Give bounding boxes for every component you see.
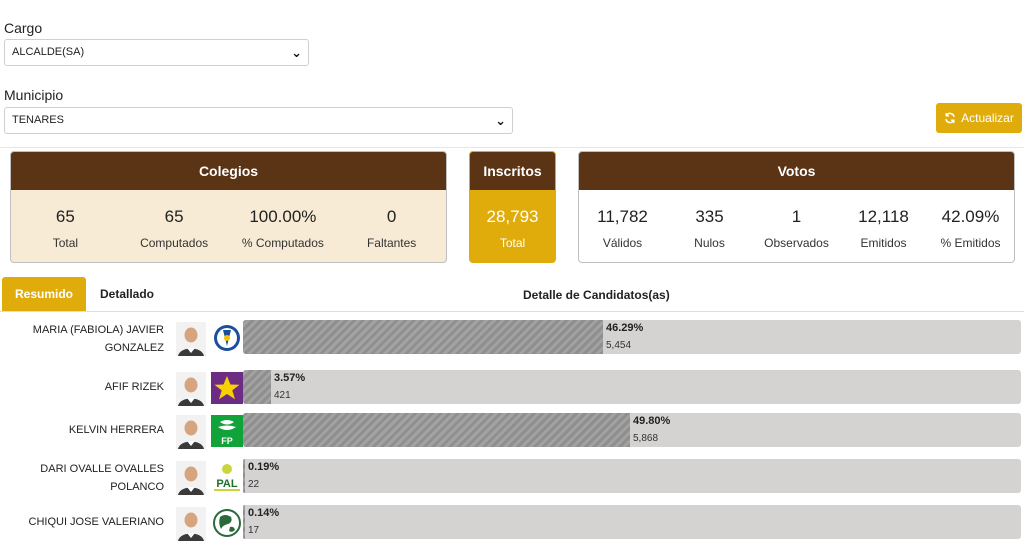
party-logo-icon (211, 322, 243, 354)
votos-title: Votos (579, 152, 1014, 190)
refresh-button[interactable]: Actualizar (936, 103, 1022, 133)
cargo-value: ALCALDE(SA) (12, 46, 85, 58)
colegios-panel: Colegios 65 Total 65 Computados 100.00%% C… (10, 151, 447, 263)
colegios-computados: 65 Computados (140, 207, 209, 250)
vote-percent: 46.29% (606, 322, 644, 334)
votos-pct-emitidos: 42.09%% Emitidos (940, 207, 1001, 250)
votos-panel: Votos 11,782 Válidos 335 Nulos 1 Observados… (578, 151, 1015, 263)
vote-bar-fill (243, 320, 603, 354)
vote-percent: 49.80% (633, 415, 671, 427)
vote-bar-fill (243, 370, 271, 404)
party-logo-icon (211, 372, 243, 404)
vote-count: 22 (248, 479, 260, 490)
candidate-photo (176, 372, 206, 406)
party-logo-icon: PAL (211, 461, 243, 493)
refresh-icon (945, 112, 956, 124)
candidate-photo (176, 461, 206, 495)
vote-bar-track (243, 320, 1021, 354)
votos-nulos: 335 Nulos (694, 207, 725, 250)
vote-percent: 3.57% (274, 372, 306, 384)
colegios-pct-computados: 100.00%% Computados (241, 207, 324, 250)
cargo-label: Cargo (4, 20, 43, 36)
vote-bar-track (243, 505, 1021, 539)
chevron-down-icon: ⌄ (495, 113, 506, 128)
vote-bar-fill (243, 413, 630, 447)
municipio-label: Municipio (4, 87, 64, 103)
municipio-select[interactable]: TENARES ⌄ (4, 107, 513, 134)
party-logo-icon (211, 507, 243, 539)
divider (0, 147, 1024, 148)
candidate-name: MARIA (FABIOLA) JAVIER GONZALEZ (32, 324, 164, 354)
vote-bar-track (243, 370, 1021, 404)
refresh-button-label: Actualizar (961, 111, 1014, 125)
candidate-photo (176, 507, 206, 541)
municipio-value: TENARES (12, 114, 64, 126)
vote-bar-fill (243, 505, 245, 539)
vote-percent: 0.19% (248, 461, 280, 473)
candidate-name: CHIQUI JOSE VALERIANO (28, 516, 165, 528)
party-logo-icon: FP (211, 415, 243, 447)
votos-observados: 1 Observados (764, 207, 829, 250)
inscritos-panel: Inscritos 28,793 Total (469, 151, 556, 263)
svg-text:PAL: PAL (216, 478, 237, 490)
candidate-name: DARI OVALLE OVALLES POLANCO (40, 463, 164, 493)
colegios-faltantes: 0 Faltantes (366, 207, 417, 250)
cargo-select[interactable]: ALCALDE(SA) ⌄ (4, 39, 309, 66)
detail-title: Detalle de Candidatos(as) (523, 288, 670, 302)
vote-count: 5,454 (606, 340, 632, 351)
vote-bar-fill (243, 459, 245, 493)
colegios-total: 65 Total (52, 207, 79, 250)
vote-count: 5,868 (633, 433, 659, 444)
tab-detallado[interactable]: Detallado (100, 287, 155, 301)
vote-count: 421 (274, 390, 291, 401)
inscritos-title: Inscritos (470, 152, 555, 190)
vote-percent: 0.14% (248, 507, 280, 519)
vote-bar-track (243, 413, 1021, 447)
inscritos-total: 28,793 Total (486, 207, 539, 250)
candidate-name: AFIF RIZEK (104, 381, 164, 393)
tab-resumido[interactable]: Resumido (2, 277, 86, 311)
votos-emitidos: 12,118 Emitidos (858, 207, 909, 250)
vote-count: 17 (248, 525, 260, 536)
candidate-photo (176, 322, 206, 356)
colegios-title: Colegios (11, 152, 446, 190)
divider (0, 311, 1024, 312)
svg-text:FP: FP (221, 436, 233, 446)
votos-validos: 11,782 Válidos (597, 207, 648, 250)
vote-bar-track (243, 459, 1021, 493)
chevron-down-icon: ⌄ (291, 45, 302, 60)
candidate-name: KELVIN HERRERA (68, 424, 164, 436)
candidate-photo (176, 415, 206, 449)
